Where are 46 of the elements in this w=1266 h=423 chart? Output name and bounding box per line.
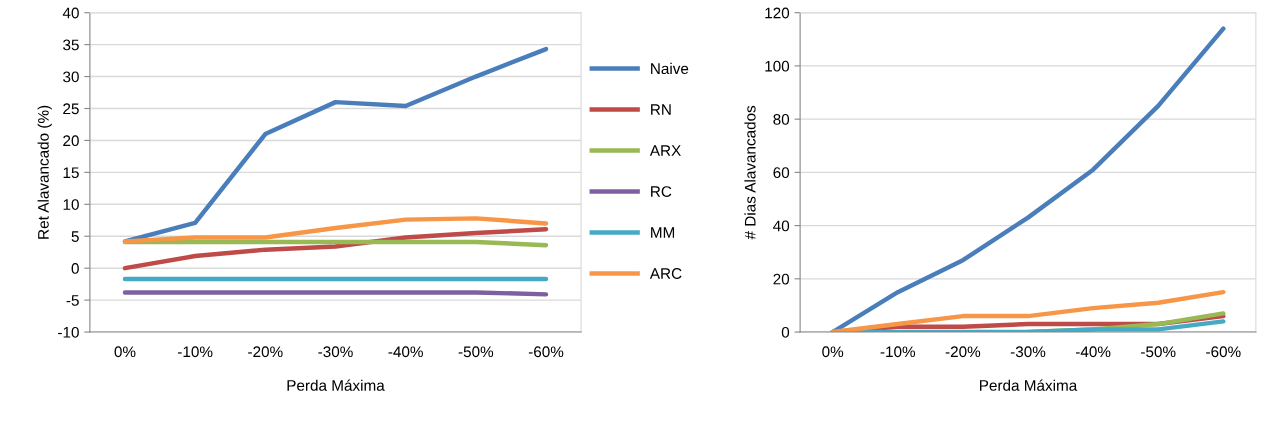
y-tick-label: 5: [71, 231, 79, 242]
legend-label: RN: [651, 104, 671, 115]
line-series: [122, 227, 549, 271]
x-tick-label: -20%: [248, 346, 283, 358]
y-tick-label: 80: [773, 114, 790, 125]
x-tick-label: -50%: [1141, 346, 1176, 358]
line-series: [830, 26, 1226, 333]
y-tick-label: 30: [63, 71, 79, 83]
y-tick-label: 0: [71, 263, 79, 274]
y-axis-title: # Dias Alavancados: [744, 105, 756, 240]
x-tick-label: -60%: [528, 346, 564, 358]
y-tick-label: 100: [765, 60, 790, 72]
y-tick-label: 10: [63, 199, 79, 210]
y-tick-label: 15: [63, 167, 79, 179]
y-tick-label: 20: [773, 273, 790, 285]
x-tick-label: -60%: [1206, 346, 1241, 358]
line-series: [122, 216, 549, 244]
y-tick-label: 60: [773, 167, 790, 179]
x-tick-label: 0%: [822, 346, 844, 358]
y-tick-label: 0: [781, 326, 790, 338]
x-tick-label: -10%: [177, 346, 213, 358]
y-tick-label: 25: [63, 103, 79, 115]
y-tick-label: 40: [62, 7, 79, 19]
y-tick-label: 20: [63, 135, 79, 147]
x-tick-label: -30%: [318, 346, 353, 358]
y-tick-label: 35: [63, 39, 79, 51]
legend-label: RC: [651, 186, 672, 197]
legend-label: ARX: [649, 145, 681, 156]
line-series: [830, 289, 1226, 333]
x-tick-label: -50%: [458, 346, 494, 358]
legend-label: Naive: [651, 62, 689, 75]
y-tick-label: -10: [58, 326, 79, 338]
x-tick-label: -10%: [880, 346, 916, 358]
legend-label: ARC: [649, 268, 682, 279]
x-tick-label: -20%: [945, 346, 981, 358]
y-axis-title: Ret Alavancado (%): [37, 105, 52, 239]
x-tick-label: -40%: [1075, 346, 1111, 358]
x-tick-label: -40%: [388, 346, 423, 358]
x-axis-title: Perda Máxima: [287, 379, 385, 391]
x-axis-title: Perda Máxima: [980, 379, 1078, 391]
y-tick-label: -5: [66, 295, 79, 306]
y-tick-label: 40: [773, 220, 790, 232]
x-tick-label: 0%: [114, 346, 136, 358]
y-tick-label: 120: [765, 7, 790, 19]
legend-label: MM: [651, 227, 675, 238]
x-tick-label: -30%: [1010, 346, 1046, 358]
